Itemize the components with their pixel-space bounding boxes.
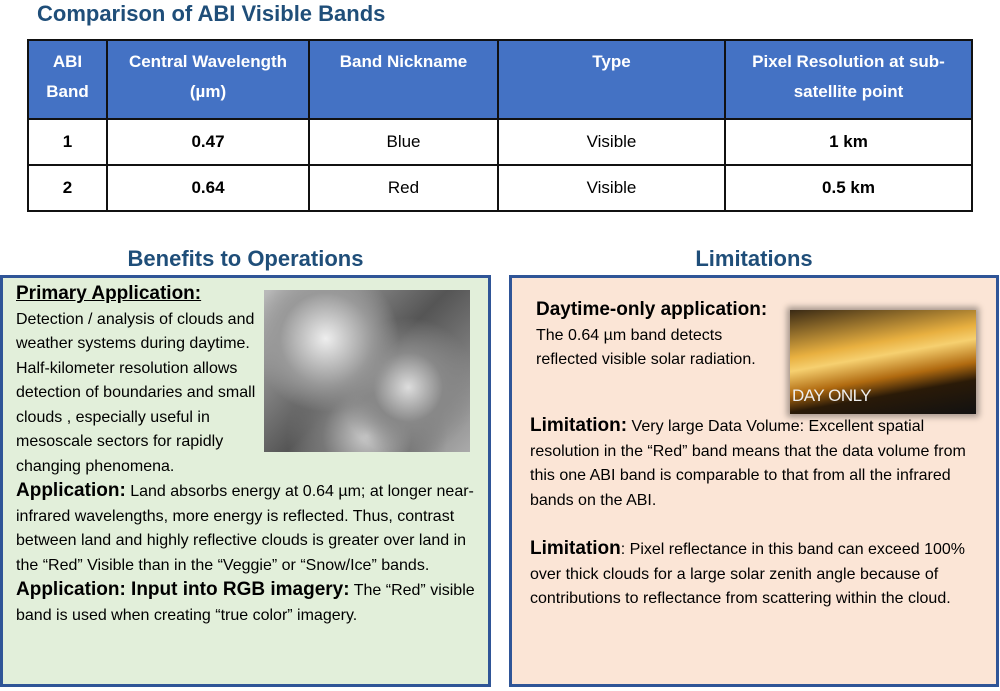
header-type: Type [497,39,726,120]
cell-resolution: 1 km [724,118,973,166]
bands-table: ABI Band Central Wavelength (µm) Band Ni… [27,39,973,212]
page-title: Comparison of ABI Visible Bands [37,1,386,26]
rgb-application-label: Application: Input into RGB imagery: [16,579,350,600]
benefits-panel: Primary Application: Detection / analysi… [0,275,491,687]
rgb-application-text: The “Red” visible band is used when crea… [16,582,475,624]
daytime-only-label: Daytime-only application: [536,299,768,320]
header-wavelength: Central Wavelength (µm) [106,39,310,120]
header-resolution: Pixel Resolution at sub-satellite point [724,39,973,120]
cell-wavelength: 0.47 [106,118,310,166]
cell-nickname: Blue [308,118,499,166]
header-abi-band: ABI Band [27,39,108,120]
cell-type: Visible [497,164,726,212]
cell-wavelength: 0.64 [106,164,310,212]
cell-band: 1 [27,118,108,166]
table-header-row: ABI Band Central Wavelength (µm) Band Ni… [27,39,973,120]
table-row: 2 0.64 Red Visible 0.5 km [27,164,973,212]
cell-type: Visible [497,118,726,166]
sunset-day-only-image: DAY ONLY [790,310,976,414]
limitation-1-text: Very large Data Volume: Excellent spatia… [530,418,966,509]
cell-band: 2 [27,164,108,212]
primary-application-text: Detection / analysis of clouds and weath… [16,310,256,475]
cell-nickname: Red [308,164,499,212]
daytime-only-text: The 0.64 µm band detects reflected visib… [536,326,756,369]
header-nickname: Band Nickname [308,39,499,120]
limitation-1-label: Limitation: [530,415,628,436]
limitations-heading: Limitations [695,246,813,271]
limitation-2-text: : Pixel reflectance in this band can exc… [530,541,965,607]
day-only-caption: DAY ONLY [792,385,872,405]
application-label: Application: [16,480,126,501]
primary-application-label: Primary Application: [16,283,202,304]
limitations-panel: DAY ONLY Daytime-only application: The 0… [509,275,999,687]
limitation-2-label: Limitation [530,538,621,559]
cloud-satellite-image [264,290,470,452]
table-row: 1 0.47 Blue Visible 1 km [27,118,973,166]
benefits-heading: Benefits to Operations [127,246,364,271]
application-text: Land absorbs energy at 0.64 µm; at longe… [16,483,474,574]
cell-resolution: 0.5 km [724,164,973,212]
